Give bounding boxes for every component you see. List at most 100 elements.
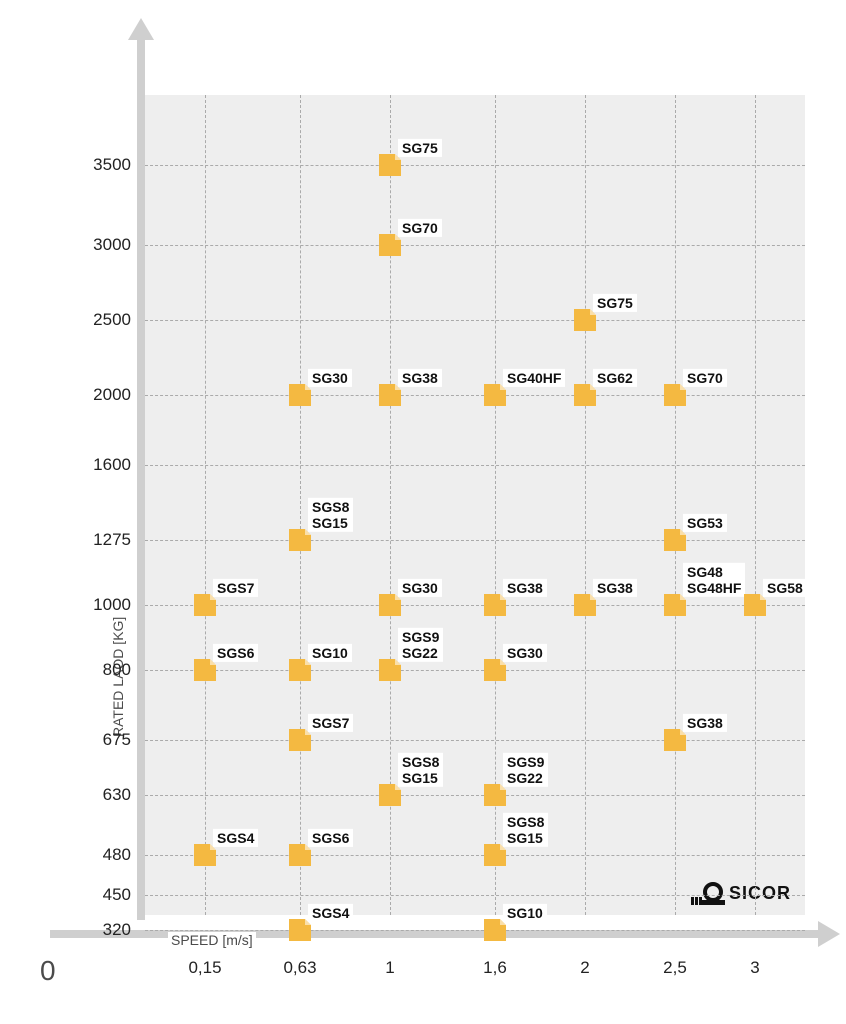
product-marker-label: SGS6 [213, 644, 258, 662]
product-marker [289, 844, 311, 866]
y-tick-label: 3500 [71, 155, 131, 175]
product-marker [484, 844, 506, 866]
gridline-horizontal [145, 855, 805, 856]
y-tick-label: 2000 [71, 385, 131, 405]
x-tick-label: 3 [750, 958, 759, 978]
brand-logo-text: SICOR [729, 883, 791, 904]
gridline-horizontal [145, 795, 805, 796]
product-marker [289, 659, 311, 681]
gridline-horizontal [145, 465, 805, 466]
gridline-vertical [300, 95, 301, 915]
product-marker-label: SGS8SG15 [503, 813, 548, 847]
product-marker [289, 729, 311, 751]
product-marker-label: SG38 [683, 714, 727, 732]
product-marker-label: SG53 [683, 514, 727, 532]
x-tick-label: 1 [385, 958, 394, 978]
product-marker [379, 384, 401, 406]
y-tick-label: 480 [71, 845, 131, 865]
gridline-horizontal [145, 245, 805, 246]
gridline-horizontal [145, 540, 805, 541]
y-tick-label: 630 [71, 785, 131, 805]
product-marker [379, 659, 401, 681]
y-tick-label: 450 [71, 885, 131, 905]
gridline-horizontal [145, 740, 805, 741]
gridline-vertical [585, 95, 586, 915]
x-tick-label: 0,63 [283, 958, 316, 978]
product-marker-label: SG48SG48HF [683, 563, 745, 597]
product-marker [744, 594, 766, 616]
y-tick-label: 1600 [71, 455, 131, 475]
y-tick-label: 800 [71, 660, 131, 680]
gridline-horizontal [145, 670, 805, 671]
product-marker-label: SG62 [593, 369, 637, 387]
gridline-vertical [755, 95, 756, 915]
product-marker-label: SG30 [308, 369, 352, 387]
y-tick-label: 1000 [71, 595, 131, 615]
product-marker [664, 594, 686, 616]
product-marker [574, 384, 596, 406]
product-marker [289, 529, 311, 551]
product-marker-label: SGS9SG22 [503, 753, 548, 787]
x-axis-arrow-icon [818, 921, 840, 947]
product-marker-label: SGS9SG22 [398, 628, 443, 662]
product-marker [484, 659, 506, 681]
product-marker-label: SGS4 [213, 829, 258, 847]
product-marker-label: SGS7 [308, 714, 353, 732]
y-tick-label: 2500 [71, 310, 131, 330]
product-marker-label: SG38 [398, 369, 442, 387]
product-marker [664, 384, 686, 406]
gridline-horizontal [145, 930, 805, 931]
product-marker-label: SGS6 [308, 829, 353, 847]
y-tick-label: 3000 [71, 235, 131, 255]
plot-area: SICOR SG75 SG70 SG75 SG30 SG38 SG40HF SG62 SG70… [145, 95, 805, 915]
product-marker-label: SG10 [503, 904, 547, 922]
product-marker [664, 529, 686, 551]
gridline-horizontal [145, 605, 805, 606]
y-tick-label: 675 [71, 730, 131, 750]
product-marker-label: SGS7 [213, 579, 258, 597]
gridline-horizontal [145, 395, 805, 396]
product-marker [379, 154, 401, 176]
product-marker-label: SG75 [398, 139, 442, 157]
product-range-chart: SICOR SG75 SG70 SG75 SG30 SG38 SG40HF SG62 SG70… [20, 20, 826, 1004]
x-axis-line [50, 930, 820, 938]
product-marker [194, 594, 216, 616]
product-marker-label: SG30 [398, 579, 442, 597]
product-marker [194, 659, 216, 681]
product-marker [484, 594, 506, 616]
product-marker [574, 594, 596, 616]
product-marker [194, 844, 216, 866]
gridline-vertical [205, 95, 206, 915]
y-tick-label: 320 [71, 920, 131, 940]
product-marker [289, 384, 311, 406]
y-tick-label: 1275 [71, 530, 131, 550]
product-marker-label: SG40HF [503, 369, 565, 387]
product-marker [379, 234, 401, 256]
x-tick-label: 2,5 [663, 958, 687, 978]
product-marker-label: SGS4 [308, 904, 353, 922]
y-axis-line [137, 35, 145, 920]
product-marker [379, 594, 401, 616]
product-marker [484, 919, 506, 941]
product-marker-label: SG30 [503, 644, 547, 662]
product-marker [289, 919, 311, 941]
x-axis-title: SPEED [m/s] [168, 932, 256, 948]
product-marker-label: SG75 [593, 294, 637, 312]
product-marker [379, 784, 401, 806]
y-axis-arrow-icon [128, 18, 154, 40]
x-tick-label: 0,15 [188, 958, 221, 978]
origin-zero-label: 0 [40, 955, 56, 987]
product-marker-label: SG38 [593, 579, 637, 597]
sicor-logo-icon [691, 881, 725, 905]
gridline-vertical [675, 95, 676, 915]
brand-logo: SICOR [691, 881, 791, 905]
product-marker-label: SG70 [683, 369, 727, 387]
product-marker-label: SG10 [308, 644, 352, 662]
gridline-horizontal [145, 895, 805, 896]
product-marker-label: SG70 [398, 219, 442, 237]
product-marker [484, 384, 506, 406]
gridline-horizontal [145, 165, 805, 166]
product-marker-label: SGS8SG15 [398, 753, 443, 787]
product-marker [574, 309, 596, 331]
product-marker [484, 784, 506, 806]
